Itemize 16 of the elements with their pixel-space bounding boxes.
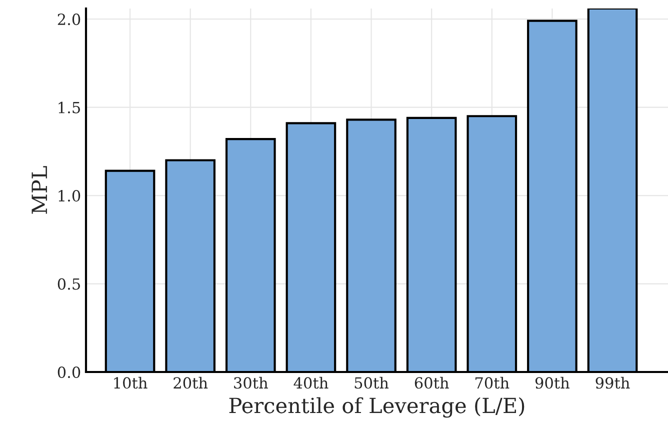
x-tick-label: 20th [174,376,208,389]
x-tick-label: 70th [475,376,510,389]
y-tick-label: 0.5 [58,278,80,290]
y-tick-label: 1.5 [58,102,80,114]
x-tick-label: 60th [414,376,449,389]
x-axis-title: Percentile of Leverage (L/E) [229,397,524,418]
x-tick-label: 50th [354,376,389,389]
x-tick-label: 30th [234,376,268,389]
y-axis-title: MPL [32,166,47,214]
y-tick-label: 2.0 [58,14,80,26]
y-tick-label: 1.0 [58,190,80,202]
x-tick-label: 90th [535,376,570,389]
y-tick-label: 0.0 [58,366,80,378]
x-tick-label: 10th [114,376,148,389]
x-tick-label: 99th [596,376,630,389]
x-tick-label: 40th [294,376,328,389]
